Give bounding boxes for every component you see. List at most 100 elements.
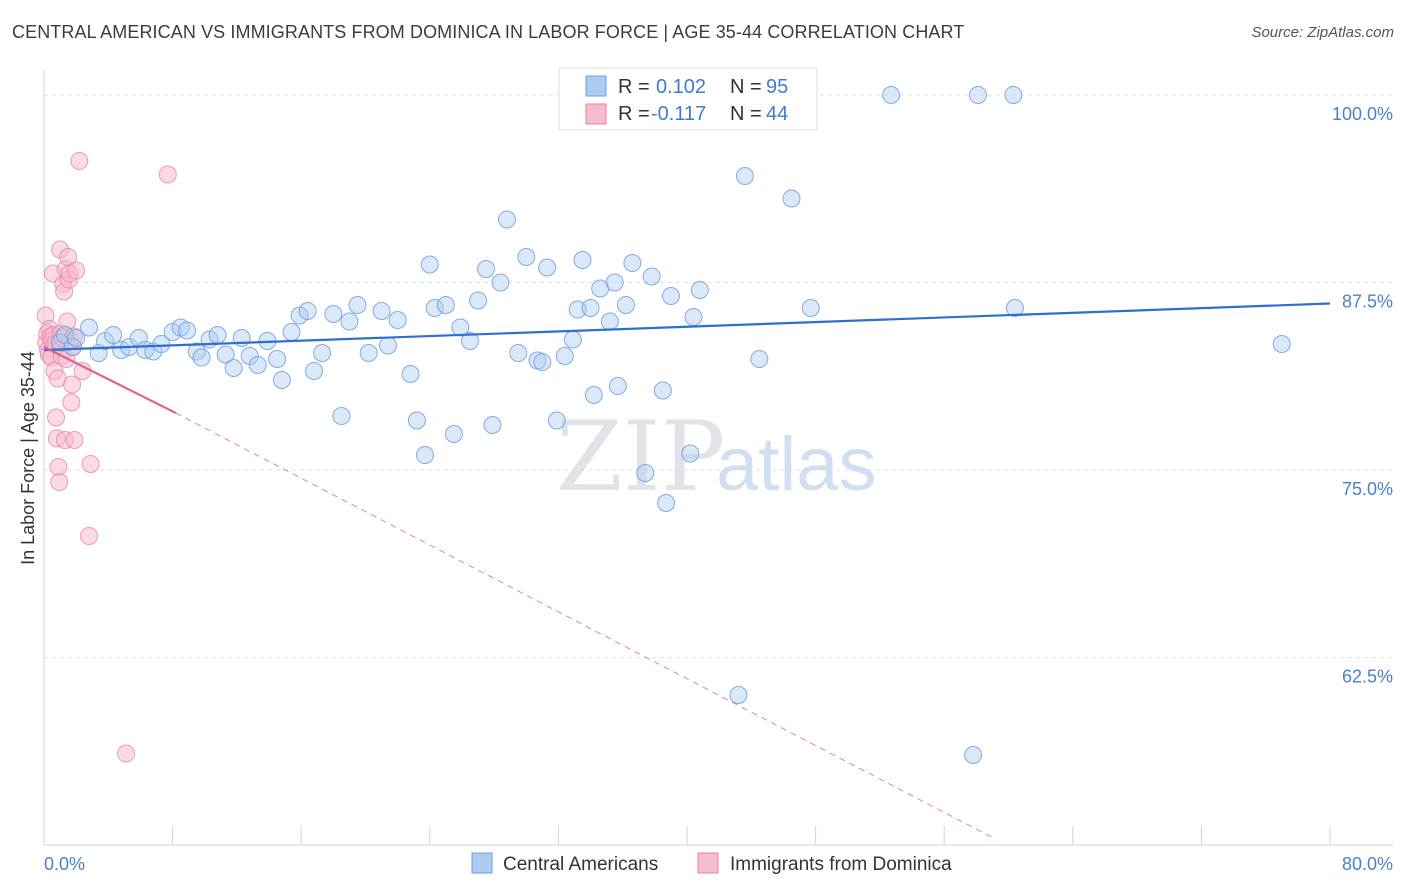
data-point-dominica <box>158 165 177 184</box>
data-point-dominica <box>63 375 82 394</box>
data-point-central-american <box>372 302 391 320</box>
data-point-central-american <box>491 273 510 292</box>
data-point-central-american <box>690 281 709 299</box>
trend-line-central-american <box>43 302 1331 352</box>
data-point-central-american <box>636 464 655 482</box>
data-point-dominica <box>73 362 92 380</box>
legend-n-value-2: 44 <box>766 103 788 125</box>
series-dominica-points <box>36 152 177 763</box>
data-point-central-american <box>324 305 343 323</box>
trend-line-dominica <box>43 346 177 414</box>
bottom-legend-label-2: Immigrants from Dominica <box>730 854 952 875</box>
data-point-central-american <box>964 746 983 764</box>
data-point-central-american <box>533 353 552 371</box>
data-point-central-american <box>268 350 287 368</box>
data-point-dominica <box>116 744 135 763</box>
data-point-central-american <box>359 344 378 362</box>
y-tick-label: 62.5% <box>1342 667 1393 687</box>
data-point-central-american <box>497 210 516 229</box>
source-label: Source: ZipAtlas.com <box>1251 24 1394 41</box>
data-point-central-american <box>608 377 627 395</box>
y-tick-labels: 62.5% 75.0% 87.5% 100.0% <box>1332 104 1393 687</box>
data-point-central-american <box>509 344 528 362</box>
data-point-central-american <box>661 287 680 305</box>
data-point-central-american <box>444 425 463 443</box>
gridlines <box>44 94 1393 658</box>
data-point-central-american <box>642 267 661 286</box>
bottom-legend-swatch-blue <box>471 852 493 874</box>
bottom-legend-swatch-pink <box>697 852 719 874</box>
watermark-atlas: atlas <box>716 422 877 507</box>
data-point-central-american <box>407 411 426 430</box>
data-point-central-american <box>538 258 557 277</box>
watermark: ZIP atlas <box>556 401 877 513</box>
data-point-central-american <box>782 189 801 208</box>
data-point-central-american <box>681 444 700 463</box>
data-point-central-american <box>568 300 587 319</box>
data-point-central-american <box>581 299 600 317</box>
data-point-central-american <box>415 446 434 464</box>
axes <box>43 70 1393 846</box>
data-point-dominica <box>81 455 100 473</box>
data-point-dominica <box>58 312 77 331</box>
data-point-dominica <box>49 458 68 476</box>
data-point-central-american <box>178 321 197 340</box>
data-point-central-american <box>248 356 267 374</box>
data-point-dominica <box>47 408 66 427</box>
y-tick-label: 100.0% <box>1332 104 1393 124</box>
data-point-central-american <box>1272 335 1291 353</box>
data-point-central-american <box>750 350 769 368</box>
legend-swatch-pink <box>585 103 607 125</box>
data-point-central-american <box>152 335 171 353</box>
data-point-central-american <box>584 386 603 404</box>
data-point-central-american <box>1004 86 1023 104</box>
data-point-central-american <box>332 407 351 425</box>
x-tick-label-max: 80.0% <box>1342 854 1393 874</box>
data-point-central-american <box>605 273 624 292</box>
data-point-central-american <box>401 365 420 383</box>
data-point-central-american <box>224 359 243 377</box>
data-point-central-american <box>517 248 536 266</box>
legend-r-value-1: 0.102 <box>656 76 706 98</box>
chart-title: CENTRAL AMERICAN VS IMMIGRANTS FROM DOMI… <box>12 22 965 42</box>
trend-lines <box>43 302 1331 838</box>
data-point-central-american <box>729 686 748 704</box>
y-axis-title: In Labor Force | Age 35-44 <box>18 351 38 565</box>
data-point-dominica <box>80 527 99 545</box>
data-point-central-american <box>657 494 676 512</box>
data-point-central-american <box>483 416 502 434</box>
data-point-central-american <box>684 308 703 326</box>
data-point-central-american <box>573 251 592 269</box>
data-point-central-american <box>187 342 206 361</box>
data-point-central-american <box>388 311 407 329</box>
y-tick-label: 75.0% <box>1342 479 1393 499</box>
data-point-central-american <box>104 326 123 344</box>
legend-r-label-1: R = <box>618 76 655 98</box>
bottom-legend: Central Americans Immigrants from Domini… <box>471 852 952 875</box>
data-point-dominica <box>62 393 81 412</box>
legend-swatch-blue <box>585 75 607 97</box>
data-point-dominica <box>50 473 69 491</box>
data-point-central-american <box>305 362 324 380</box>
data-point-central-american <box>420 255 439 274</box>
watermark-zip: ZIP <box>556 401 725 513</box>
data-point-central-american <box>208 326 227 344</box>
data-point-central-american <box>425 299 444 317</box>
data-point-central-american <box>460 332 479 350</box>
legend-n-label-2: N = <box>730 103 767 125</box>
x-tick-labels: 0.0% 80.0% <box>43 826 1393 874</box>
legend-r-value-2: -0.117 <box>651 103 706 125</box>
data-point-central-american <box>340 312 359 331</box>
data-point-central-american <box>348 296 367 314</box>
data-point-central-american <box>555 347 574 365</box>
data-point-central-american <box>313 344 332 362</box>
data-point-central-american <box>80 318 99 337</box>
data-point-central-american <box>882 86 901 104</box>
bottom-legend-label-1: Central Americans <box>503 854 658 875</box>
legend-box: R = 0.102 N = 95 R = -0.117 N = 44 <box>558 67 818 131</box>
data-point-central-american <box>216 345 235 364</box>
data-point-central-american <box>436 296 455 314</box>
data-point-central-american <box>735 167 754 185</box>
data-point-central-american <box>272 371 291 389</box>
